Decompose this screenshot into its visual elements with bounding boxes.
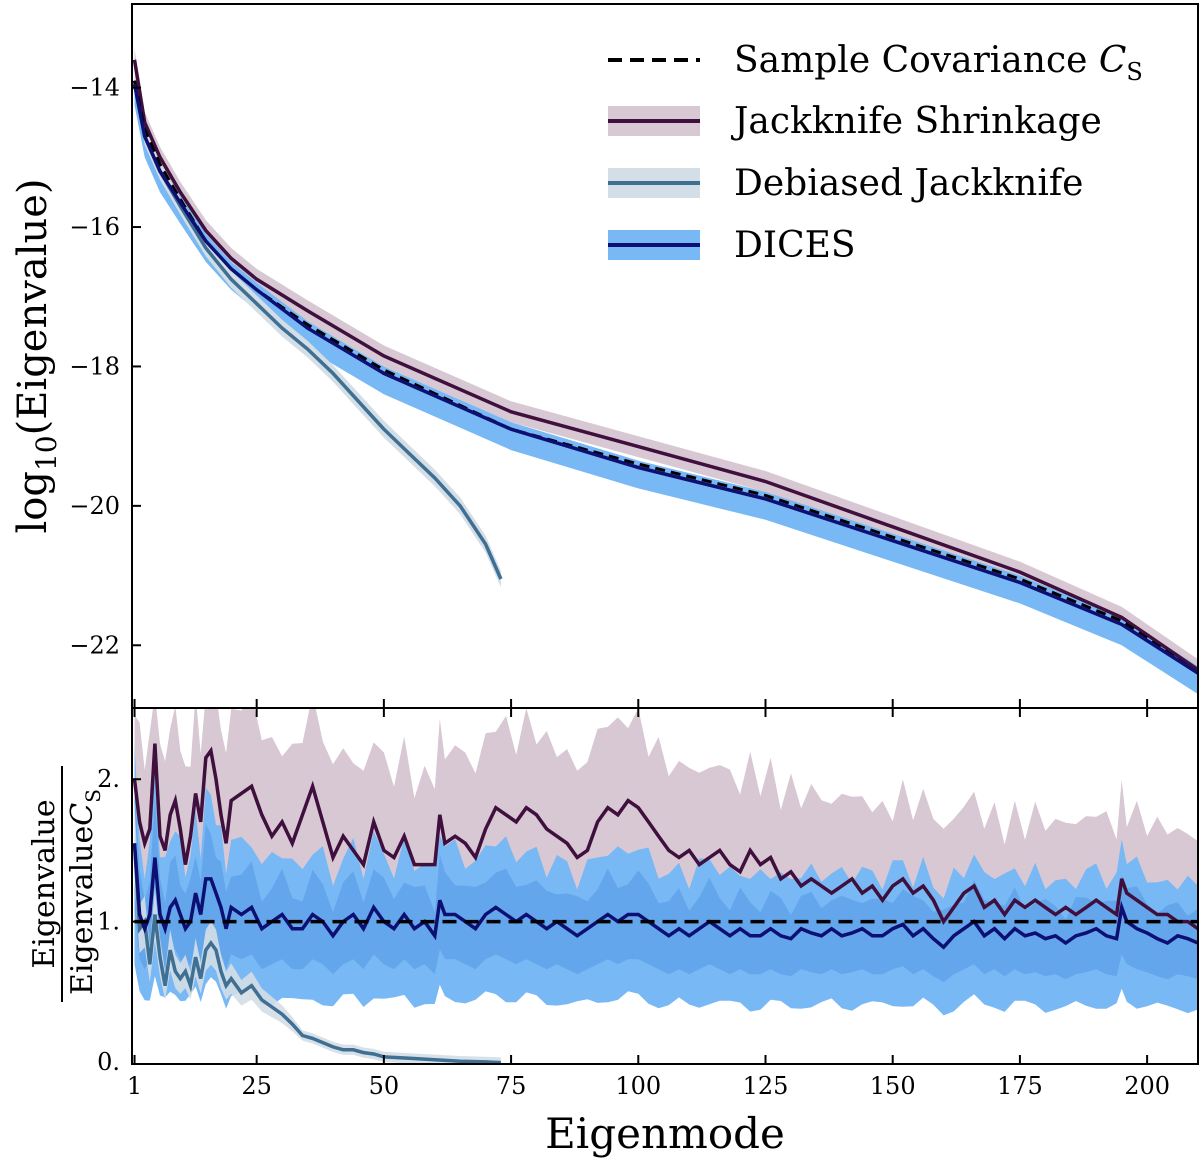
bottom-axes-frame [131, 707, 1199, 1065]
bottom-plot-area [132, 708, 1198, 1064]
ylabel-den-S: S [81, 789, 105, 803]
bottom-x-tick-label: 200 [1124, 1072, 1170, 1100]
top-x-ticks [133, 699, 1149, 708]
bottom-x-tick-label: 150 [870, 1072, 916, 1100]
legend-label-dices: DICES [734, 225, 856, 266]
legend-label-jk: Jackknife Shrinkage [730, 101, 1102, 142]
legend-entry-debiased-jackknife: Debiased Jackknife [608, 163, 1083, 204]
legend-entry-jackknife-shrinkage: Jackknife Shrinkage [608, 101, 1102, 142]
top-plot-area [132, 49, 1198, 695]
bottom-band-dices-inner [134, 788, 1198, 983]
ylabel-log: log [10, 471, 56, 533]
bottom-x-tick-label: 25 [241, 1072, 272, 1100]
bottom-y-ticks: 0. 1. 2. [97, 765, 141, 1076]
top-line-dices [132, 83, 1198, 675]
top-panel: −14 −16 −18 −20 −22 log10(Eigenvalue) Sample… [10, 3, 1199, 709]
top-y-tick-label: −18 [69, 352, 120, 380]
bottom-x-tick-label: 100 [615, 1072, 661, 1100]
ylabel-eigenvalue: (Eigenvalue) [10, 178, 56, 435]
bottom-line-debiased-jackknife [132, 843, 501, 1064]
top-y-tick-label: −14 [69, 74, 120, 102]
ylabel-den-C: C [65, 803, 100, 826]
bottom-x-tick-label: 175 [997, 1072, 1043, 1100]
legend: Sample Covariance CS Jackknife Shrinkage… [608, 40, 1143, 266]
top-y-tick-label: −16 [69, 213, 120, 241]
top-y-tick-label: −20 [69, 492, 120, 520]
legend-entry-dices: DICES [608, 225, 856, 266]
bottom-y-tick-label: 0. [97, 1048, 120, 1076]
ylabel-denominator: EigenvalueCS [65, 789, 105, 995]
bottom-x-ticks: 1 25 50 75 100 125 150 175 200 [127, 708, 1170, 1100]
bottom-y-tick-label: 1. [97, 908, 120, 936]
ylabel-den-text: Eigenvalue [65, 826, 100, 995]
legend-text-sample: Sample Covariance [734, 40, 1099, 81]
top-band-dices [134, 77, 1198, 695]
bottom-band-debiased-jackknife [134, 803, 501, 1064]
bottom-x-tick-label: 50 [369, 1072, 400, 1100]
bottom-panel: 0.1.2. 1 25 50 75 100 125 150 175 200 Eigenvalue… [27, 707, 1199, 1158]
top-band-debiased-jackknife [134, 72, 501, 588]
bottom-x-tick-label: 1 [127, 1072, 142, 1100]
legend-entry-sample-covariance: Sample Covariance CS [608, 40, 1143, 86]
legend-label-djk: Debiased Jackknife [734, 163, 1083, 204]
bottom-line-jackknife-shrinkage [132, 743, 1198, 931]
bottom-line-dices [132, 843, 1198, 950]
top-line-jackknife-shrinkage [132, 59, 1198, 672]
ylabel-numerator: Eigenvalue [27, 799, 62, 968]
legend-math-C: C [1099, 40, 1127, 81]
legend-label-sample: Sample Covariance CS [734, 40, 1143, 86]
ylabel-log-subscript: 10 [30, 435, 63, 471]
bottom-x-tick-label: 125 [743, 1072, 789, 1100]
top-line-sample-covariance [133, 80, 1198, 675]
bottom-x-tick-label: 75 [496, 1072, 527, 1100]
x-axis-label: Eigenmode [545, 1109, 785, 1158]
bottom-y-tick-label: 2. [97, 765, 120, 793]
top-y-ticks: −14 −16 −18 −20 −22 [69, 74, 141, 659]
bottom-y-axis-label: Eigenvalue EigenvalueCS [27, 766, 105, 1002]
top-y-tick-label: −22 [69, 631, 120, 659]
top-y-axis-label: log10(Eigenvalue) [10, 178, 63, 533]
legend-math-S: S [1126, 58, 1142, 86]
